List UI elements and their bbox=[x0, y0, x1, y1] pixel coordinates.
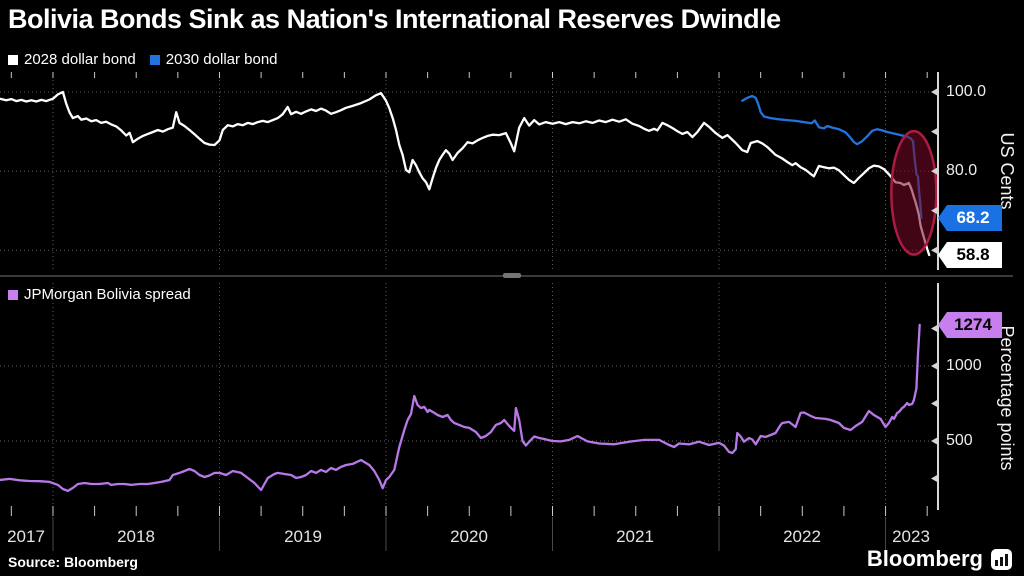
series-line-jpmorgan-bolivia-spread bbox=[0, 323, 921, 493]
bloomberg-logo-icon bbox=[991, 548, 1012, 570]
legend-swatch-2030 bbox=[149, 54, 160, 65]
axis-tick bbox=[931, 399, 938, 408]
legend-label-spread: JPMorgan Bolivia spread bbox=[24, 286, 191, 303]
year-label-2018: 2018 bbox=[117, 527, 155, 546]
axis-title-percentage-points: Percentage points bbox=[997, 325, 1017, 471]
year-label-2017: 2017 bbox=[7, 527, 45, 546]
legend-swatch-spread bbox=[8, 289, 18, 300]
legend-bottom: JPMorgan Bolivia spread bbox=[8, 286, 205, 303]
legend-label-2030: 2030 dollar bond bbox=[165, 51, 278, 68]
legend-item-2028: 2028 dollar bond bbox=[8, 51, 136, 68]
year-label-2019: 2019 bbox=[284, 527, 322, 546]
panel-divider-handle[interactable] bbox=[503, 273, 521, 278]
ytick-label-1000: 1000 bbox=[946, 357, 982, 374]
badge-2028-last: 58.8 bbox=[938, 242, 1002, 268]
ytick-label-500: 500 bbox=[946, 432, 973, 449]
axis-tick bbox=[931, 88, 938, 97]
badge-2030-last: 68.2 bbox=[938, 205, 1002, 231]
highlight-ellipse bbox=[890, 129, 938, 256]
axis-tick bbox=[931, 246, 938, 255]
series-line-2028-dollar-bond bbox=[0, 90, 931, 257]
page-title: Bolivia Bonds Sink as Nation's Internati… bbox=[8, 4, 781, 34]
ytick-label-80: 80.0 bbox=[946, 162, 978, 179]
legend-item-spread: JPMorgan Bolivia spread bbox=[8, 286, 191, 303]
axis-tick bbox=[931, 167, 938, 176]
bloomberg-logo-text: Bloomberg bbox=[866, 546, 983, 571]
ytick-label-100: 100.0 bbox=[946, 83, 987, 100]
axis-tick bbox=[931, 361, 938, 370]
legend-item-2030: 2030 dollar bond bbox=[149, 51, 278, 68]
axis-tick bbox=[931, 474, 938, 483]
badge-spread-last: 1274 bbox=[938, 312, 1002, 338]
axis-title-us-cents: US Cents bbox=[997, 132, 1017, 210]
axis-tick bbox=[931, 324, 938, 333]
year-label-2023: 2023 bbox=[892, 527, 930, 546]
legend-label-2028: 2028 dollar bond bbox=[24, 51, 136, 68]
axis-tick bbox=[931, 206, 938, 215]
year-label-2021: 2021 bbox=[616, 527, 654, 546]
legend-swatch-2028 bbox=[8, 54, 18, 65]
source-label: Source: Bloomberg bbox=[8, 554, 138, 570]
year-label-2020: 2020 bbox=[450, 527, 488, 546]
legend-top: 2028 dollar bond 2030 dollar bond bbox=[8, 51, 292, 68]
year-label-2022: 2022 bbox=[783, 527, 821, 546]
axis-tick bbox=[931, 127, 938, 136]
axis-tick bbox=[931, 436, 938, 445]
bloomberg-logo: Bloomberg bbox=[867, 546, 1012, 572]
